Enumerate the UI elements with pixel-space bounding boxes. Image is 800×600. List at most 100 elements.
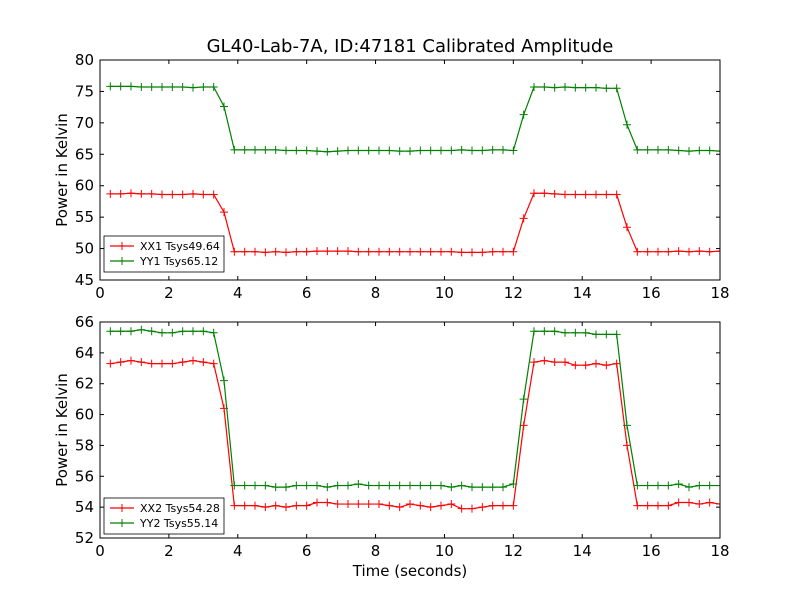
data-point: [447, 146, 456, 155]
data-point: [168, 359, 177, 368]
chart-title: GL40-Lab-7A, ID:47181 Calibrated Amplitu…: [207, 36, 614, 57]
data-point: [416, 481, 425, 490]
x-tick-label: 14: [573, 284, 592, 302]
data-point: [592, 330, 600, 339]
data-point: [323, 483, 332, 492]
data-point: [509, 480, 518, 488]
data-point: [540, 189, 549, 198]
data-point: [674, 146, 683, 155]
data-point: [251, 145, 259, 154]
y-axis-label: Power in Kelvin: [53, 373, 71, 487]
data-point: [457, 481, 466, 490]
data-point: [633, 247, 642, 256]
data-point: [695, 146, 704, 155]
data-point: [282, 483, 290, 492]
data-point: [313, 247, 321, 256]
series-line-2: [110, 329, 720, 488]
data-point: [158, 83, 166, 92]
data-point: [240, 481, 249, 490]
data-point: [540, 356, 549, 365]
data-point: [261, 145, 270, 154]
data-point: [478, 248, 487, 257]
y-tick-label: 54: [75, 498, 94, 516]
data-point: [302, 247, 311, 256]
data-point: [406, 481, 414, 490]
data-point: [426, 247, 435, 256]
plot-area: [106, 82, 720, 257]
y-tick-label: 64: [75, 344, 94, 362]
legend-marker: [118, 504, 126, 512]
x-tick-label: 0: [95, 284, 105, 302]
data-point: [395, 503, 404, 512]
data-point: [643, 481, 652, 490]
legend: XX1 Tsys49.64 YY1 Tsys65.12: [103, 235, 225, 273]
data-point: [106, 359, 115, 368]
data-point: [251, 501, 259, 510]
data-point: [519, 395, 528, 404]
data-point: [674, 498, 683, 507]
x-tick-label: 18: [710, 542, 729, 560]
data-point: [199, 358, 208, 367]
data-point: [602, 190, 611, 199]
data-point: [664, 501, 673, 510]
data-point: [705, 481, 714, 490]
x-tick-label: 16: [642, 542, 661, 560]
data-point: [581, 83, 590, 92]
data-point: [230, 247, 239, 256]
chart-2: 0 2 4 6 8 10 12 14 16 18 52 54 56 58 60 62 64 66 Power in …: [53, 313, 730, 580]
data-point: [571, 328, 580, 337]
x-axis-label: Time (seconds): [352, 562, 468, 580]
data-point: [127, 356, 135, 365]
data-point: [220, 102, 228, 111]
data-point: [664, 481, 673, 490]
data-point: [592, 83, 600, 92]
data-point: [116, 327, 125, 336]
legend-label: YY1 Tsys65.12: [139, 255, 218, 268]
data-point: [509, 247, 518, 256]
y-tick-label: 62: [75, 375, 94, 393]
data-point: [158, 359, 166, 368]
data-point: [550, 189, 559, 198]
x-tick-label: 0: [95, 542, 105, 560]
data-point: [716, 500, 720, 509]
data-point: [354, 500, 363, 509]
data-point: [354, 247, 363, 256]
data-point: [137, 358, 146, 367]
y-tick-label: 45: [75, 271, 94, 289]
data-point: [271, 501, 280, 510]
data-point: [457, 145, 466, 154]
data-point: [612, 84, 621, 93]
x-tick-label: 16: [642, 284, 661, 302]
y-tick-label: 80: [75, 51, 94, 69]
data-point: [643, 247, 652, 256]
data-point: [375, 146, 383, 155]
data-point: [302, 146, 311, 155]
data-point: [178, 190, 187, 199]
data-point: [375, 247, 383, 256]
data-point: [416, 247, 425, 256]
x-tick-label: 6: [302, 284, 312, 302]
data-point: [364, 481, 373, 490]
data-point: [416, 501, 425, 510]
x-tick-label: 12: [504, 542, 523, 560]
plot-frame: [99, 321, 721, 539]
data-point: [633, 481, 642, 490]
data-point: [168, 83, 177, 92]
data-point: [550, 327, 559, 336]
data-point: [602, 361, 611, 370]
y-tick-label: 65: [75, 145, 94, 163]
data-point: [116, 358, 125, 367]
data-point: [344, 500, 352, 509]
data-point: [685, 483, 693, 492]
data-point: [271, 247, 280, 256]
data-point: [674, 247, 683, 256]
data-point: [685, 147, 693, 156]
data-point: [230, 481, 239, 490]
x-tick-label: 10: [435, 542, 454, 560]
data-point: [127, 327, 135, 336]
data-point: [406, 247, 414, 256]
x-tick-label: 2: [164, 284, 174, 302]
data-point: [437, 501, 445, 510]
data-point: [230, 501, 239, 510]
data-point: [685, 498, 693, 507]
